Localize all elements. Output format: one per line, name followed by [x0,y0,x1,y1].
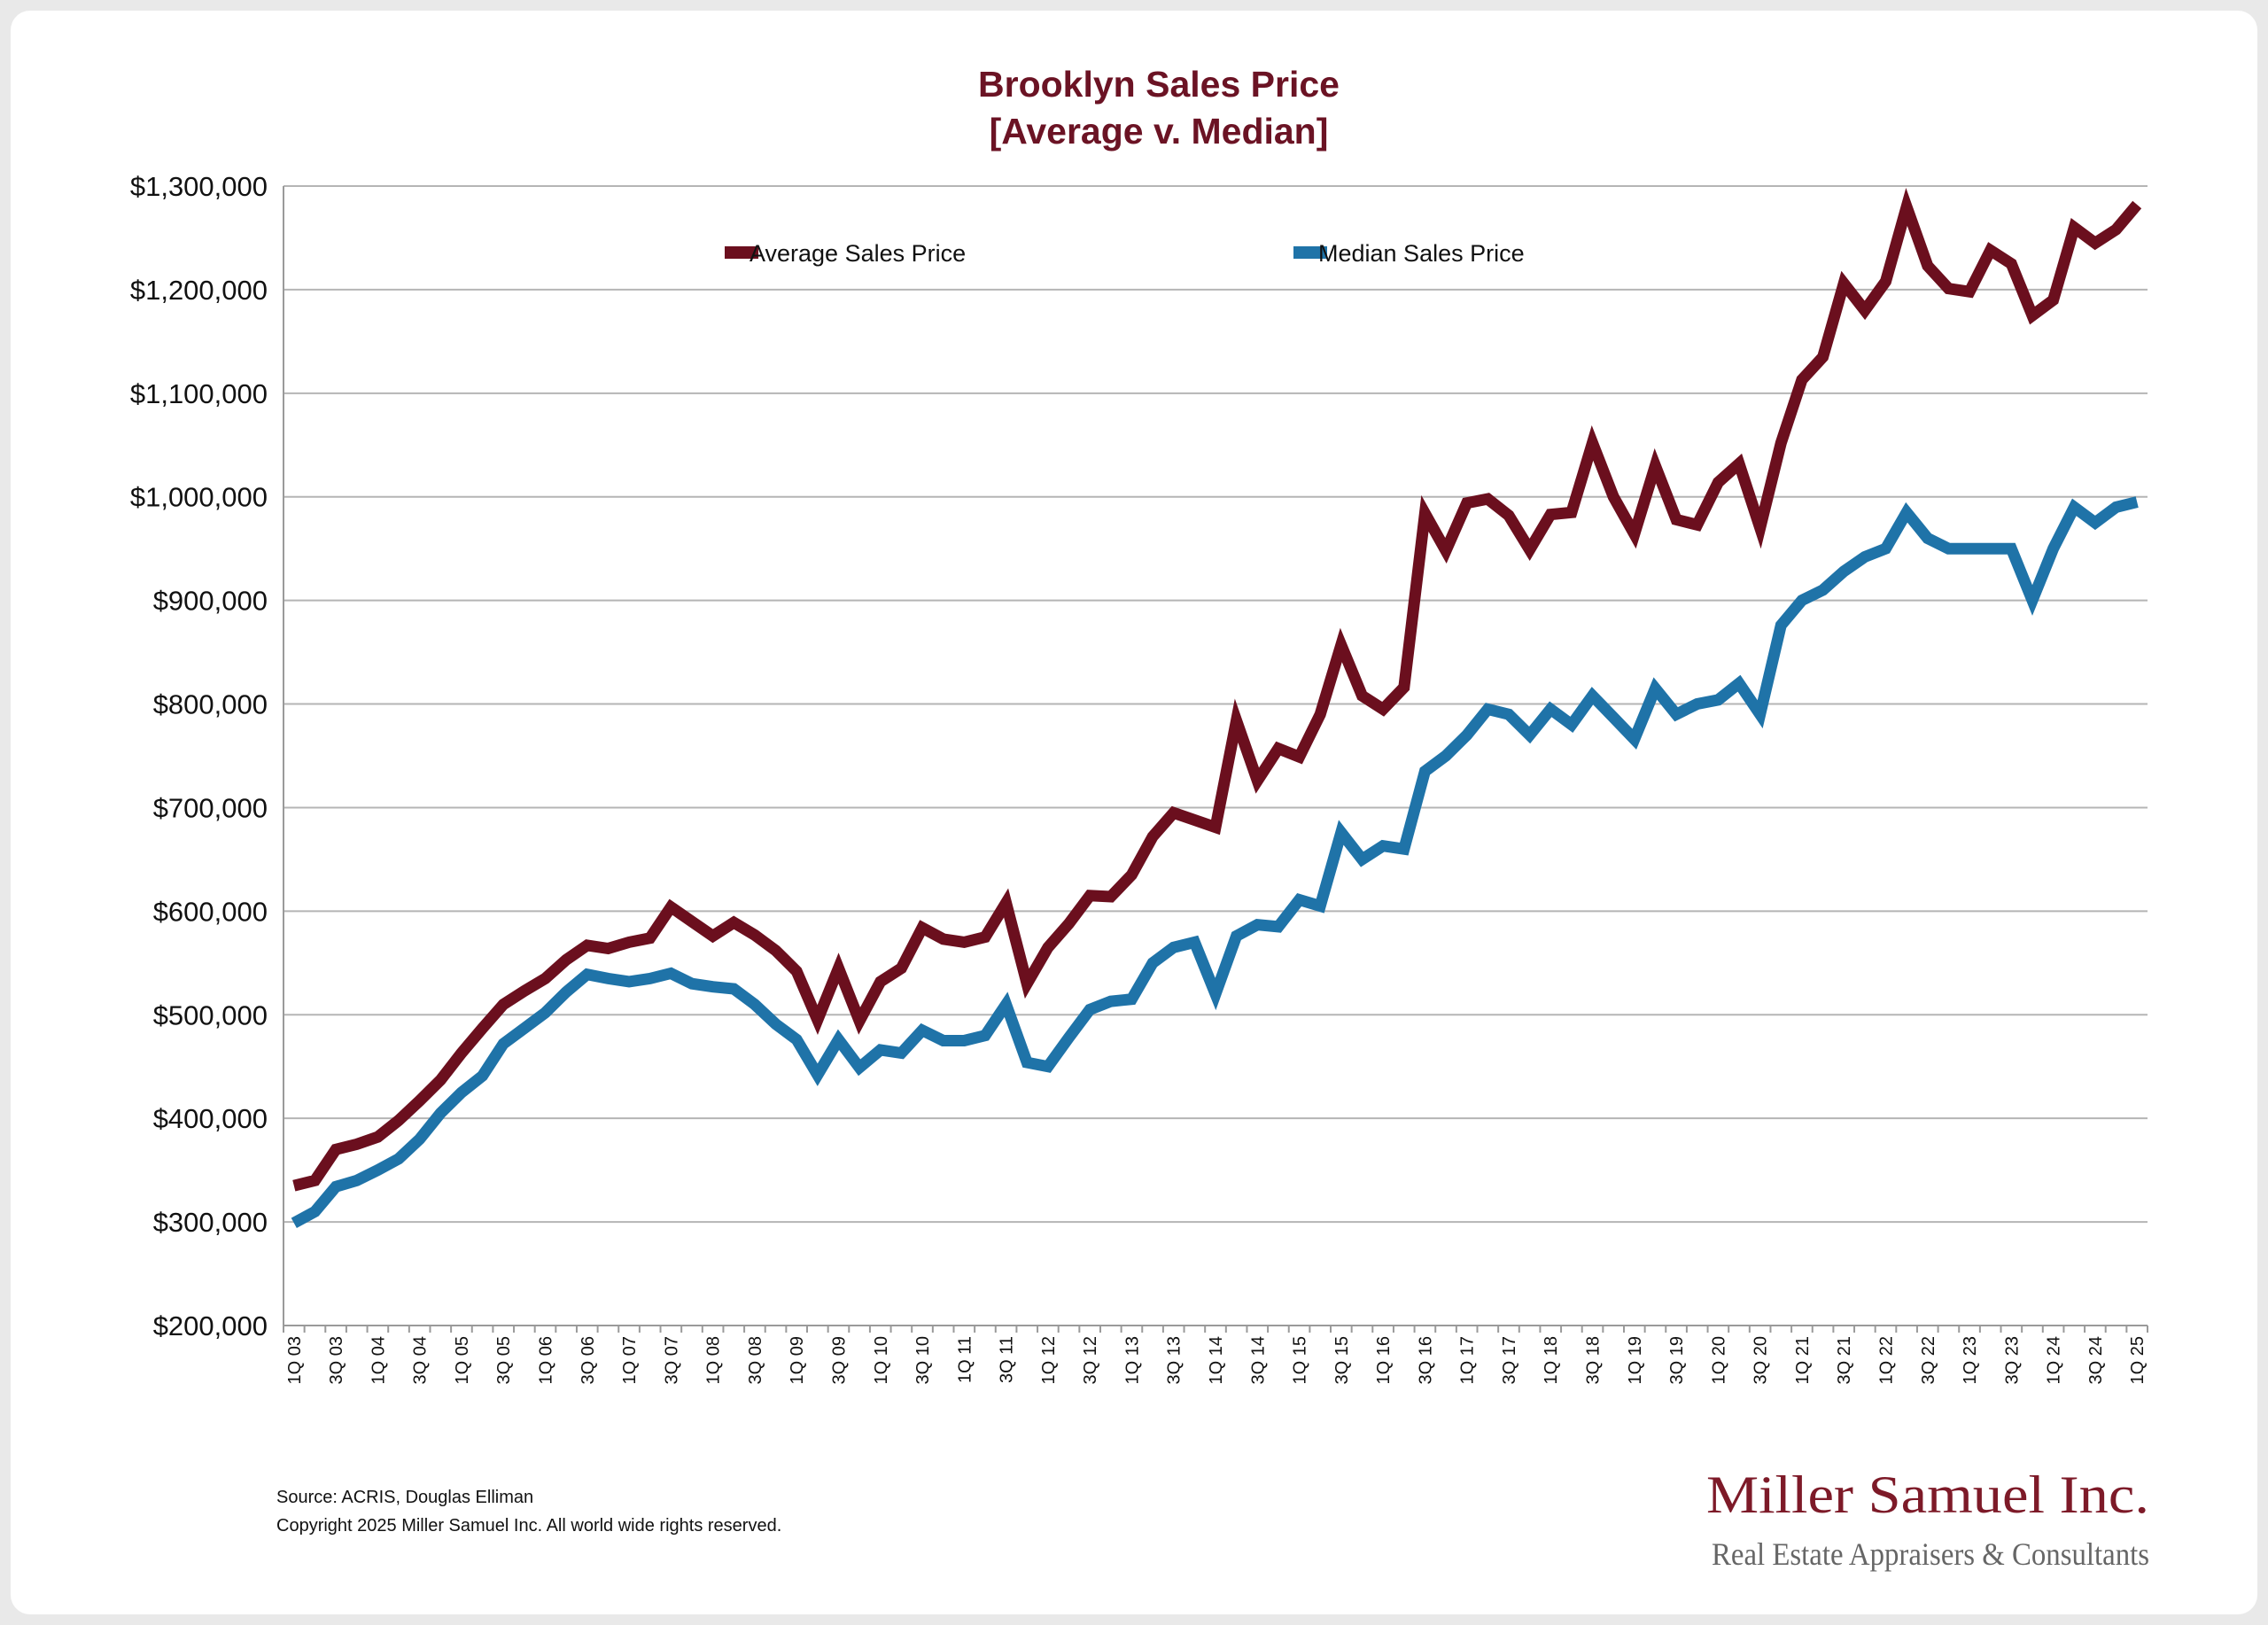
series-line-average-sales-price [292,187,2142,1192]
x-tick-label: 1Q 19 [1626,1336,1645,1384]
y-tick-label: $700,000 [153,792,268,823]
series-line-median-sales-price [291,496,2139,1229]
x-tick-label: 3Q 09 [829,1336,849,1384]
x-tick-label: 1Q 16 [1374,1336,1394,1384]
x-tick-label: 1Q 25 [2128,1336,2148,1384]
x-tick-label: 1Q 08 [704,1336,724,1384]
x-tick-label: 1Q 13 [1122,1336,1142,1384]
logo-tagline: Real Estate Appraisers & Consultants [1712,1536,2149,1572]
x-axis-ticks: 1Q 03 3Q 03 1Q 04 3Q 04 1Q 05 3Q 05 1Q 06 3Q 06… [283,1326,2148,1384]
x-tick-label: 1Q 12 [1039,1336,1059,1384]
x-tick-label: 3Q 12 [1081,1336,1100,1384]
x-tick-label: 3Q 11 [998,1336,1017,1383]
x-tick-label: 3Q 13 [1165,1336,1184,1384]
x-tick-label: 1Q 17 [1458,1336,1478,1384]
legend: Average Sales Price Median Sales Price [725,240,1525,267]
legend-label-average: Average Sales Price [750,240,966,267]
x-tick-label: 1Q 15 [1291,1336,1310,1384]
legend-label-median: Median Sales Price [1318,240,1525,267]
y-tick-label: $1,300,000 [130,171,268,202]
y-tick-label: $300,000 [153,1207,268,1238]
x-tick-label: 1Q 21 [1793,1336,1813,1384]
x-tick-label: 3Q 05 [494,1336,514,1384]
logo-name: Miller Samuel Inc. [1706,1466,2149,1524]
x-tick-label: 3Q 06 [579,1336,598,1384]
miller-samuel-logo: Miller Samuel Inc. Real Estate Appraiser… [1706,1466,2149,1572]
x-tick-label: 3Q 16 [1416,1336,1435,1384]
y-tick-label: $900,000 [153,586,268,617]
x-tick-label: 3Q 10 [913,1336,933,1384]
x-tick-label: 3Q 24 [2086,1336,2106,1384]
x-tick-label: 1Q 20 [1709,1336,1728,1384]
y-tick-label: $1,000,000 [130,482,268,513]
x-tick-label: 3Q 20 [1751,1336,1771,1384]
y-tick-label: $600,000 [153,896,268,927]
y-tick-label: $800,000 [153,689,268,720]
x-tick-label: 3Q 22 [1919,1336,1938,1384]
copyright-note: Copyright 2025 Miller Samuel Inc. All wo… [276,1516,781,1536]
x-tick-label: 3Q 04 [411,1336,431,1384]
x-tick-label: 1Q 05 [453,1336,472,1384]
x-tick-label: 3Q 07 [662,1336,681,1384]
x-tick-label: 3Q 03 [327,1336,346,1384]
x-tick-label: 1Q 23 [1961,1336,1980,1384]
y-tick-label: $400,000 [153,1103,268,1134]
x-tick-label: 1Q 10 [872,1336,891,1384]
y-tick-label: $200,000 [153,1310,268,1341]
x-tick-label: 1Q 22 [1876,1336,1896,1384]
y-tick-label: $1,200,000 [130,275,268,306]
x-tick-label: 1Q 04 [369,1336,388,1384]
x-tick-label: 1Q 18 [1542,1336,1561,1384]
x-tick-label: 3Q 21 [1835,1336,1854,1384]
x-tick-label: 3Q 17 [1500,1336,1519,1384]
chart-card: Brooklyn Sales Price [Average v. Median]… [11,11,2257,1614]
axes [283,186,2148,1326]
x-tick-label: 1Q 11 [955,1336,975,1383]
gridlines [284,185,2148,1326]
y-axis-ticks: $200,000 $300,000 $400,000 $500,000 $600,000… [130,171,268,1341]
x-tick-label: 3Q 14 [1248,1336,1268,1384]
x-tick-label: 1Q 14 [1207,1336,1226,1384]
series-lines [291,187,2142,1229]
x-tick-label: 3Q 23 [2002,1336,2022,1384]
chart-title: Brooklyn Sales Price [978,64,1340,105]
line-chart: Brooklyn Sales Price [Average v. Median]… [130,64,2149,1572]
y-tick-label: $500,000 [153,999,268,1030]
y-tick-label: $1,100,000 [130,378,268,409]
x-tick-label: 1Q 07 [620,1336,640,1384]
x-tick-label: 1Q 06 [537,1336,556,1384]
x-tick-label: 1Q 24 [2045,1336,2064,1384]
source-note: Source: ACRIS, Douglas Elliman [276,1488,533,1507]
x-tick-label: 3Q 19 [1667,1336,1687,1384]
x-tick-label: 3Q 15 [1332,1336,1352,1384]
chart-subtitle: [Average v. Median] [990,111,1329,152]
x-tick-label: 1Q 09 [788,1336,807,1384]
x-tick-label: 1Q 03 [285,1336,305,1384]
x-tick-label: 3Q 08 [746,1336,765,1384]
x-tick-label: 3Q 18 [1584,1336,1604,1384]
